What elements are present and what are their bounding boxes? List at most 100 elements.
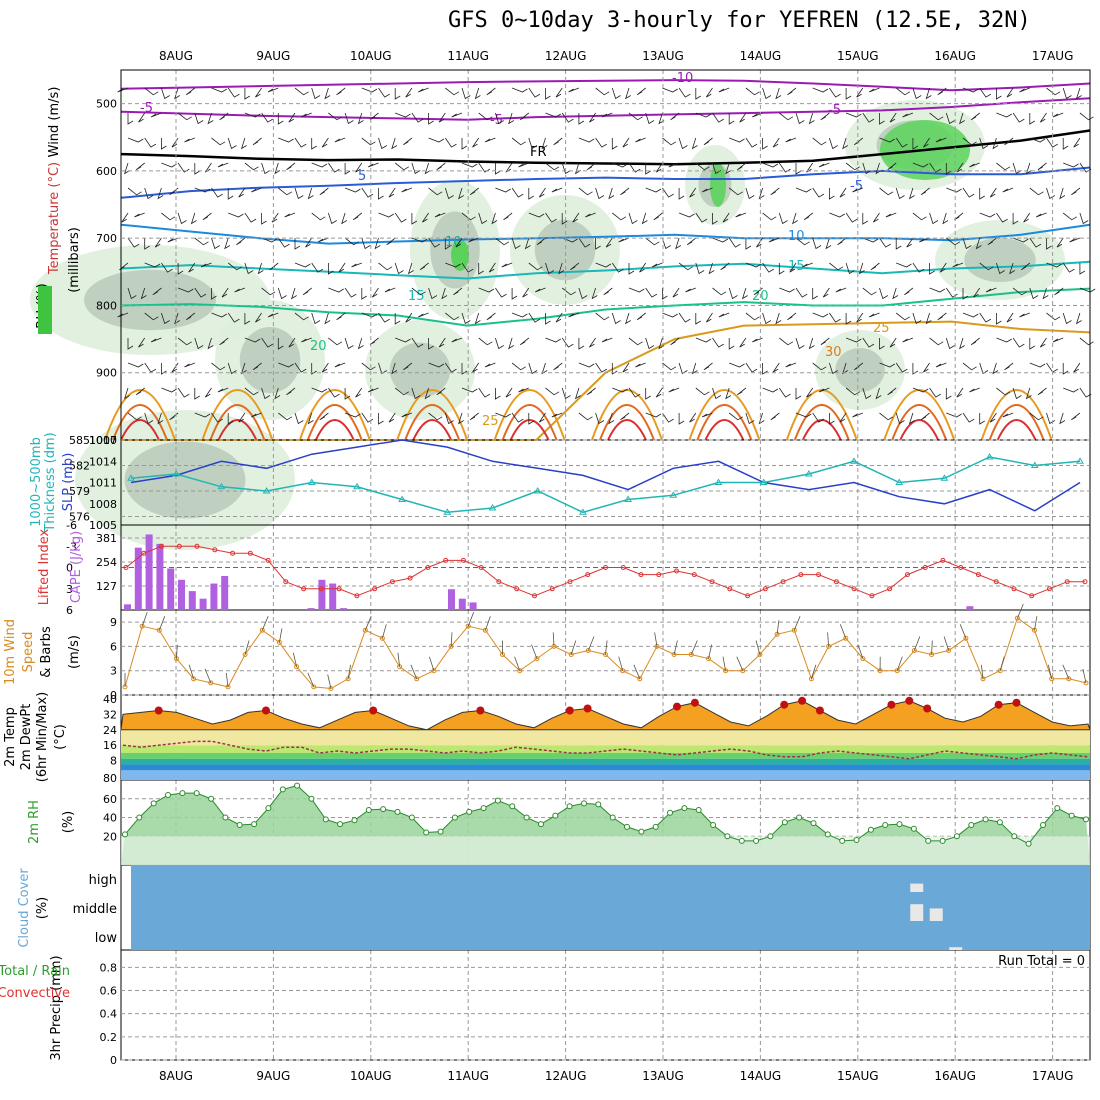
rh-point — [939, 837, 946, 844]
wind-barb — [244, 162, 259, 171]
wind-barb-10m — [999, 656, 1005, 671]
lifted-index-point — [638, 572, 644, 578]
wind-speed-point — [706, 656, 711, 662]
lifted-index-point — [975, 572, 981, 578]
wind-barb — [311, 138, 317, 150]
wind-barb — [862, 112, 875, 123]
wind-barb — [444, 362, 457, 373]
cape-tick-label: 127 — [96, 580, 117, 593]
wind-barb — [829, 262, 844, 271]
wind-barb — [555, 312, 563, 323]
wind-barb — [519, 112, 530, 121]
wind-tick-label: 6 — [110, 640, 117, 653]
wind-barb — [124, 162, 130, 175]
wind-barb — [641, 212, 648, 225]
wind-barb-10m — [382, 624, 387, 639]
wind-barb — [1062, 312, 1072, 325]
wind-barb — [829, 413, 835, 425]
wind-barb — [344, 187, 361, 193]
wind-barb — [752, 337, 763, 343]
lifted-index-point — [265, 557, 271, 563]
wind-barb — [311, 262, 324, 273]
wind-barb — [185, 312, 196, 321]
rh-point — [609, 814, 616, 821]
wind-barb — [645, 187, 662, 193]
wind-barb — [291, 287, 297, 300]
wind-barb — [545, 112, 562, 118]
lifted-index-point — [904, 572, 910, 578]
cape-bar — [178, 579, 185, 610]
wind-barb — [591, 287, 598, 300]
wind-barb — [541, 362, 548, 375]
wind-barb-10m — [552, 632, 555, 647]
wind-barb — [553, 137, 563, 146]
wind-barb — [174, 312, 181, 325]
wind-barb — [996, 162, 1011, 171]
wind-barb — [812, 187, 825, 198]
wind-barb — [925, 87, 932, 100]
wind-speed-point — [431, 668, 437, 674]
wind-barb — [461, 262, 474, 273]
wind-barb — [458, 187, 464, 200]
wind-barb — [411, 213, 418, 225]
wind-barb — [445, 87, 460, 96]
wind-barb-10m — [1017, 603, 1024, 619]
wind-barb — [695, 162, 710, 171]
date-label-top: 8AUG — [159, 49, 193, 63]
rh-tick-label: 40 — [103, 812, 117, 825]
wind-barb — [211, 237, 221, 250]
slp-tick-label: 1014 — [89, 455, 117, 468]
date-label-bottom: 12AUG — [545, 1069, 587, 1083]
wind-barb — [678, 212, 695, 218]
wind-barb — [678, 87, 691, 98]
wind-barb — [902, 337, 914, 343]
thickness-marker — [805, 470, 813, 477]
surface-isotherm — [493, 389, 566, 441]
wind-barb — [461, 387, 478, 393]
lifted-index-point — [212, 547, 218, 553]
wind-barb — [319, 187, 329, 196]
wind-barb — [768, 237, 780, 243]
wind-barb — [184, 362, 195, 368]
wind-speed-point — [671, 652, 677, 657]
lifted-tick-label: -3 — [66, 540, 77, 553]
wind-barb — [745, 412, 755, 425]
wind-barb — [252, 137, 262, 146]
wind-barb — [1079, 387, 1092, 398]
wind-barb — [274, 162, 281, 175]
wind-barb — [691, 362, 698, 375]
wind-barb — [812, 412, 825, 423]
thickness-marker — [533, 487, 542, 494]
wind-barb — [779, 112, 794, 121]
wind-barb — [896, 262, 912, 268]
wind-barb — [929, 263, 935, 275]
wind-barb — [845, 313, 852, 325]
cape-bar — [966, 606, 974, 610]
wind-barb — [1073, 137, 1081, 148]
date-label-top: 11AUG — [447, 49, 489, 63]
wind-barb — [628, 112, 643, 121]
wind-barb — [558, 262, 565, 275]
wind-barb — [758, 187, 765, 200]
wind-barb — [837, 237, 847, 246]
wind-barb — [979, 137, 989, 150]
lifted-index-point — [1047, 586, 1052, 592]
wind-barb — [595, 187, 605, 200]
wind-barb — [277, 113, 284, 125]
wind-barb — [1037, 162, 1047, 171]
wind-barb — [121, 212, 129, 223]
wind-barb — [904, 287, 914, 296]
lifted-index-point — [727, 586, 733, 592]
wind-barb — [161, 138, 167, 150]
wind-barb — [277, 287, 287, 300]
rh-shade-high — [710, 163, 726, 207]
precip-tick-label: 0 — [110, 1054, 117, 1067]
wind-barb — [572, 212, 580, 223]
wind-barb — [787, 312, 797, 321]
wind-barb — [611, 87, 621, 100]
wind-barb — [161, 212, 176, 221]
wind-barb — [484, 362, 496, 368]
rh-point — [1025, 840, 1032, 847]
wind-barb — [227, 413, 234, 425]
wind-barb — [177, 337, 192, 346]
